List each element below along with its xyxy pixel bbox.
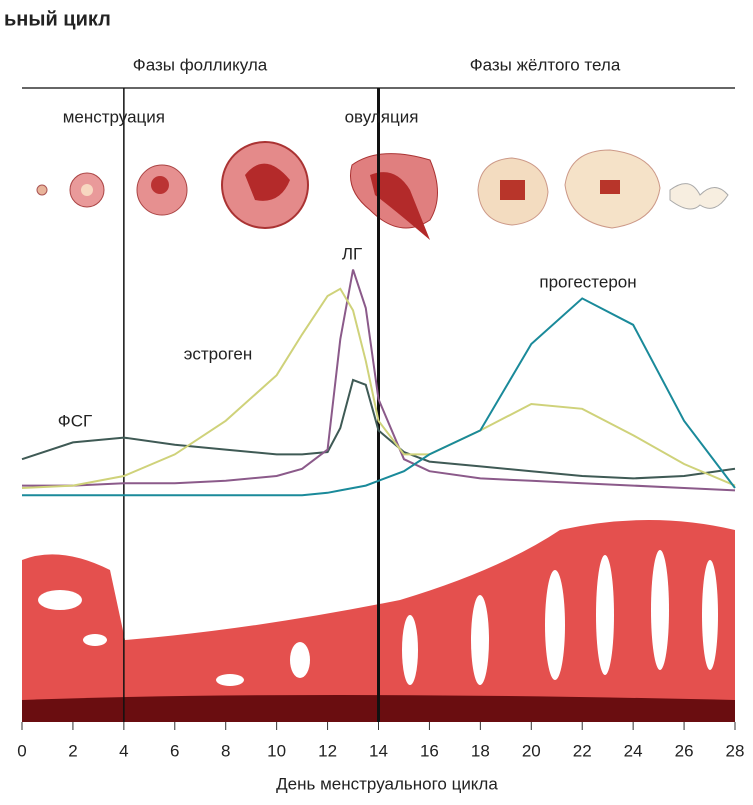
corpus-luteum xyxy=(500,180,525,200)
gland xyxy=(545,570,565,680)
series-label: ФСГ xyxy=(58,411,92,430)
gland xyxy=(290,642,310,678)
follicle xyxy=(151,176,169,194)
x-tick-label: 16 xyxy=(420,741,439,760)
phase-label: Фазы жёлтого тела xyxy=(470,55,621,74)
x-tick-label: 6 xyxy=(170,741,179,760)
x-tick-label: 22 xyxy=(573,741,592,760)
x-tick-label: 4 xyxy=(119,741,128,760)
chart-title: ьный цикл xyxy=(4,8,111,30)
x-tick-label: 12 xyxy=(318,741,337,760)
x-tick-label: 28 xyxy=(726,741,745,760)
gland xyxy=(38,590,82,610)
x-tick-label: 26 xyxy=(675,741,694,760)
series-label: эстроген xyxy=(184,344,253,363)
gland xyxy=(471,595,489,685)
follicle xyxy=(37,185,47,195)
x-tick-label: 0 xyxy=(17,741,26,760)
follicle xyxy=(81,184,93,196)
gland xyxy=(651,550,669,670)
x-tick-label: 14 xyxy=(369,741,388,760)
series-label: прогестерон xyxy=(539,272,636,291)
corpus-albicans xyxy=(670,184,728,209)
gland xyxy=(702,560,718,670)
x-tick-label: 18 xyxy=(471,741,490,760)
x-axis-label: День менструального цикла xyxy=(276,774,498,793)
x-tick-label: 24 xyxy=(624,741,643,760)
annotation: овуляция xyxy=(345,107,419,126)
corpus-luteum xyxy=(600,180,620,194)
series-label: ЛГ xyxy=(342,244,362,263)
x-tick-label: 20 xyxy=(522,741,541,760)
phase-label: Фазы фолликула xyxy=(133,55,268,74)
annotation: менструация xyxy=(63,107,165,126)
gland xyxy=(596,555,614,675)
x-tick-label: 2 xyxy=(68,741,77,760)
gland xyxy=(216,674,244,686)
follicles xyxy=(37,142,728,240)
chart: ьный цикл Фазы фолликула Фазы жёлтого те… xyxy=(0,0,753,805)
x-tick-label: 8 xyxy=(221,741,230,760)
x-tick-label: 10 xyxy=(267,741,286,760)
gland xyxy=(402,615,418,685)
gland xyxy=(83,634,107,646)
